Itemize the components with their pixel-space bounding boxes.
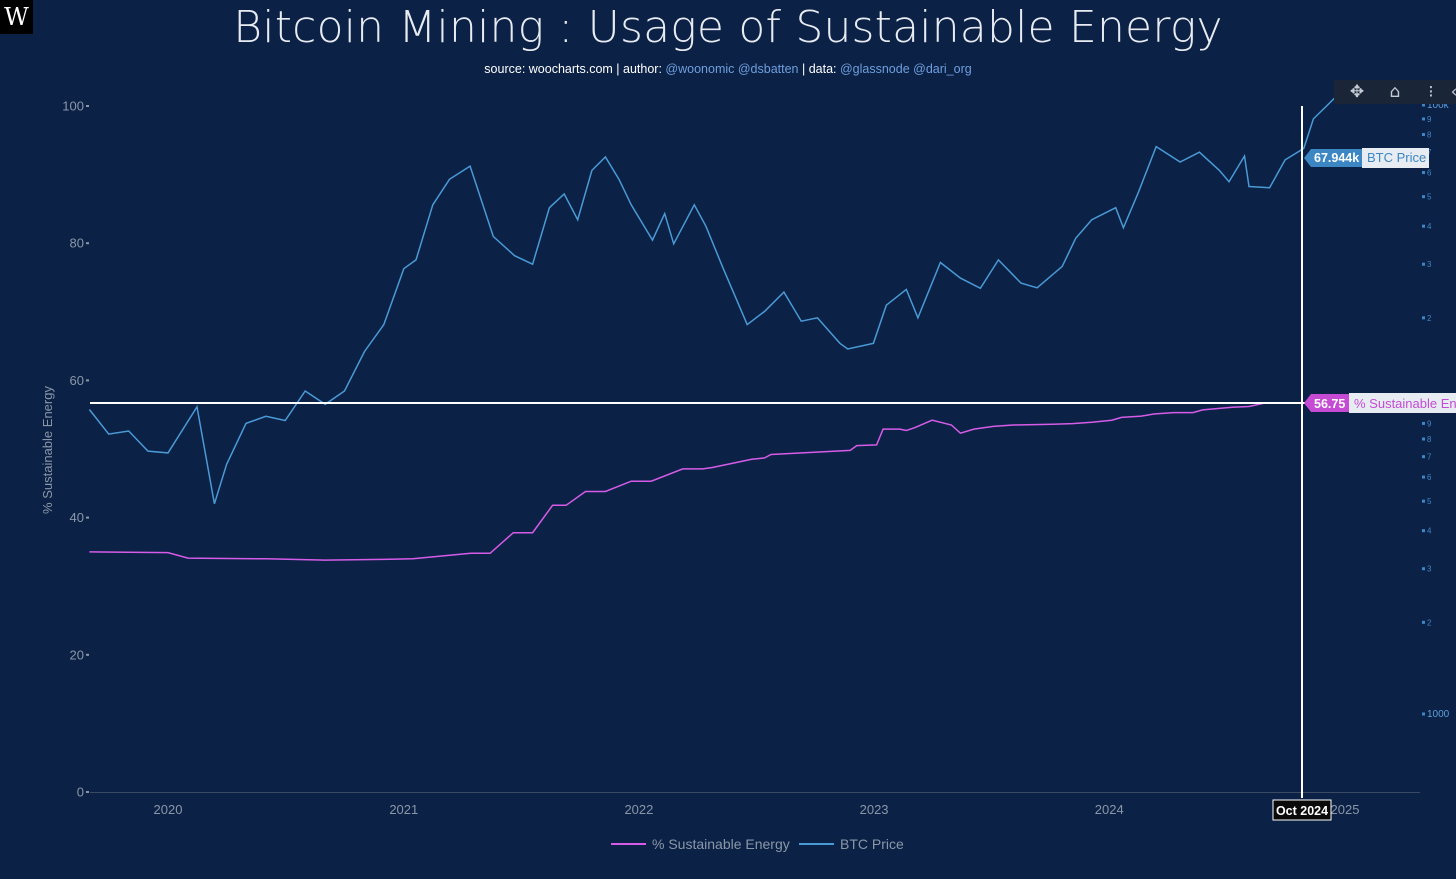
y2-tick-mark [1422, 529, 1425, 533]
y2-tick-mark [1422, 455, 1425, 459]
hover-sustainable-value: 56.75 [1314, 397, 1345, 411]
series-line-btc-price[interactable] [88, 96, 1336, 505]
hover-label-btc: 67.944k BTC Price [1304, 148, 1429, 168]
y2-tick-mark [1422, 195, 1425, 199]
y2-tick-mark [1422, 437, 1425, 441]
y-tick-mark [86, 379, 89, 382]
subtitle-data[interactable]: @glassnode @dari_org [839, 62, 972, 76]
woocharts-logo: W [0, 0, 33, 34]
hover-label-date: Oct 2024 [1272, 799, 1332, 821]
y2-tick-mark [1422, 262, 1425, 266]
y-tick-label: 100 [62, 99, 84, 114]
pan-icon[interactable]: ✥ [1349, 82, 1365, 102]
y2-tick-mark [1422, 499, 1425, 503]
x-tick-label: 2024 [1095, 802, 1124, 817]
y2-tick-label: 2 [1427, 314, 1432, 323]
y2-tick-label: 7 [1427, 148, 1432, 157]
y2-tick-mark [1422, 475, 1425, 479]
x-axis: 2020 2021 2022 2023 2024 2025 [154, 802, 1360, 817]
legend-item-btc-price[interactable]: BTC Price [799, 836, 904, 852]
y2-tick-label: 7 [1427, 453, 1432, 462]
hover-sustainable-label: % Sustainable Energy [1354, 396, 1456, 411]
x-tick-label: 2022 [624, 802, 653, 817]
hover-btc-label: BTC Price [1367, 150, 1426, 165]
chart-subtitle: source: woocharts.com | author: @woonomi… [0, 62, 1456, 76]
y2-tick-label: 8 [1427, 435, 1432, 444]
x-tick-label: 2023 [860, 802, 889, 817]
y-tick-label: 20 [70, 647, 84, 662]
subtitle-author-prefix: | author: [612, 62, 666, 76]
subtitle-source-prefix: source: [484, 62, 529, 76]
y2-tick-label: 3 [1427, 260, 1432, 269]
home-icon[interactable]: ⌂ [1389, 82, 1401, 102]
legend-label-btc-price: BTC Price [840, 836, 904, 852]
y2-tick-label: 5 [1427, 497, 1432, 506]
series-line-sustainable-energy[interactable] [89, 401, 1286, 561]
y-tick-mark [86, 242, 89, 245]
y2-tick-label: 100k [1427, 100, 1450, 111]
y-tick-mark [86, 791, 89, 793]
y-tick-mark [86, 653, 89, 656]
y2-tick-mark [1422, 316, 1425, 320]
y2-tick-mark [1422, 117, 1425, 121]
subtitle-source[interactable]: woocharts.com [528, 62, 613, 76]
y2-tick-label: 6 [1427, 473, 1432, 482]
y-axis-label: % Sustainable Energy [40, 386, 55, 514]
y-tick-label: 0 [77, 785, 84, 800]
hover-label-sustainable: 56.75 % Sustainable Energy [1304, 393, 1456, 413]
y2-tick-mark [1422, 224, 1425, 228]
y2-tick-label: 4 [1427, 527, 1432, 536]
x-tick-label: 2020 [154, 802, 183, 817]
x-tick-label: 2021 [389, 802, 418, 817]
y2-tick-label: 3 [1427, 565, 1432, 574]
y-tick-label: 40 [70, 510, 84, 525]
y-axis: 0 20 40 60 80 100 [62, 99, 89, 800]
legend-label-sustainable-energy: % Sustainable Energy [652, 836, 790, 852]
y2-tick-label: 6 [1427, 169, 1432, 178]
hover-btc-value: 67.944k [1314, 151, 1359, 165]
chart-title: Bitcoin Mining : Usage of Sustainable En… [233, 2, 1223, 53]
spike-lines-icon[interactable]: ⁝ [1428, 82, 1434, 102]
y2-tick-label: 8 [1427, 131, 1432, 140]
y2-tick-mark [1422, 620, 1425, 624]
y2-tick-label: 9 [1427, 419, 1432, 428]
collapse-icon[interactable]: ‹ [1442, 80, 1456, 104]
legend: % Sustainable Energy BTC Price [611, 836, 904, 852]
subtitle-data-prefix: | data: [798, 62, 840, 76]
y2-tick-label: 1000 [1427, 709, 1450, 720]
y2-tick-mark [1422, 712, 1425, 716]
y-tick-mark [86, 105, 89, 107]
y2-tick-label: 4 [1427, 222, 1432, 231]
y2-tick-mark [1422, 133, 1425, 137]
y2-tick-mark [1422, 103, 1425, 107]
y2-tick-label: 2 [1427, 618, 1432, 627]
x-tick-label: 2025 [1331, 802, 1360, 817]
subtitle-author[interactable]: @woonomic @dsbatten [665, 62, 799, 76]
modebar: ✥ ⌂ ⁝ ‹ [1334, 80, 1456, 104]
y2-tick-mark [1422, 421, 1425, 425]
y2-tick-mark [1422, 567, 1425, 571]
y2-tick-label: 9 [1427, 115, 1432, 124]
hover-date-text: Oct 2024 [1276, 804, 1328, 818]
y-tick-mark [86, 516, 89, 519]
y-tick-label: 80 [70, 236, 84, 251]
y-tick-label: 60 [70, 373, 84, 388]
y2-tick-label: 5 [1427, 193, 1432, 202]
legend-item-sustainable-energy[interactable]: % Sustainable Energy [611, 836, 790, 852]
y2-tick-mark [1422, 171, 1425, 175]
